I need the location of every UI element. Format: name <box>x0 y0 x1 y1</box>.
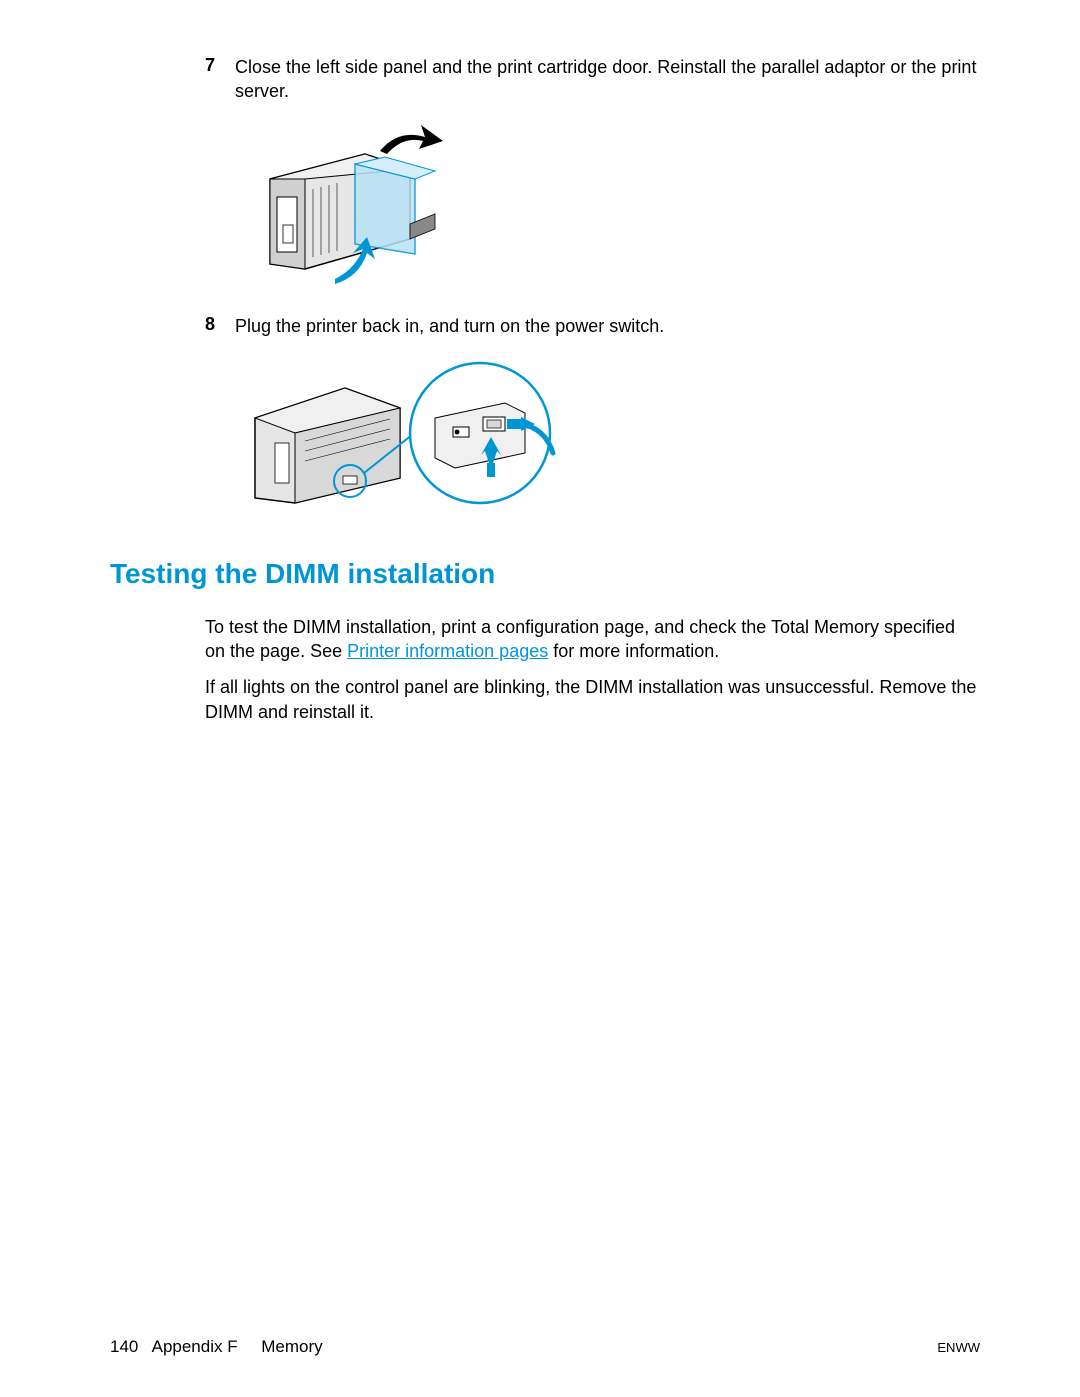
paragraph-2: If all lights on the control panel are b… <box>205 675 980 724</box>
section-heading: Testing the DIMM installation <box>110 558 980 590</box>
para1-part-b: for more information. <box>548 641 719 661</box>
footer-right: ENWW <box>937 1340 980 1355</box>
step-number: 8 <box>205 314 235 335</box>
paragraph-1: To test the DIMM installation, print a c… <box>205 615 980 664</box>
printer-info-link[interactable]: Printer information pages <box>347 641 548 661</box>
step-text: Plug the printer back in, and turn on th… <box>235 314 664 338</box>
page-footer: 140 Appendix F Memory ENWW <box>110 1337 980 1357</box>
step-number: 7 <box>205 55 235 76</box>
footer-left: 140 Appendix F Memory <box>110 1337 323 1357</box>
step-text: Close the left side panel and the print … <box>235 55 980 104</box>
figure-power-on <box>235 353 980 528</box>
footer-page-number: 140 <box>110 1337 138 1356</box>
step-8: 8 Plug the printer back in, and turn on … <box>205 314 980 338</box>
step-7: 7 Close the left side panel and the prin… <box>205 55 980 104</box>
figure-close-panel <box>235 119 980 294</box>
footer-section: Memory <box>261 1337 322 1356</box>
footer-appendix: Appendix F <box>152 1337 238 1356</box>
page: 7 Close the left side panel and the prin… <box>0 0 1080 1397</box>
